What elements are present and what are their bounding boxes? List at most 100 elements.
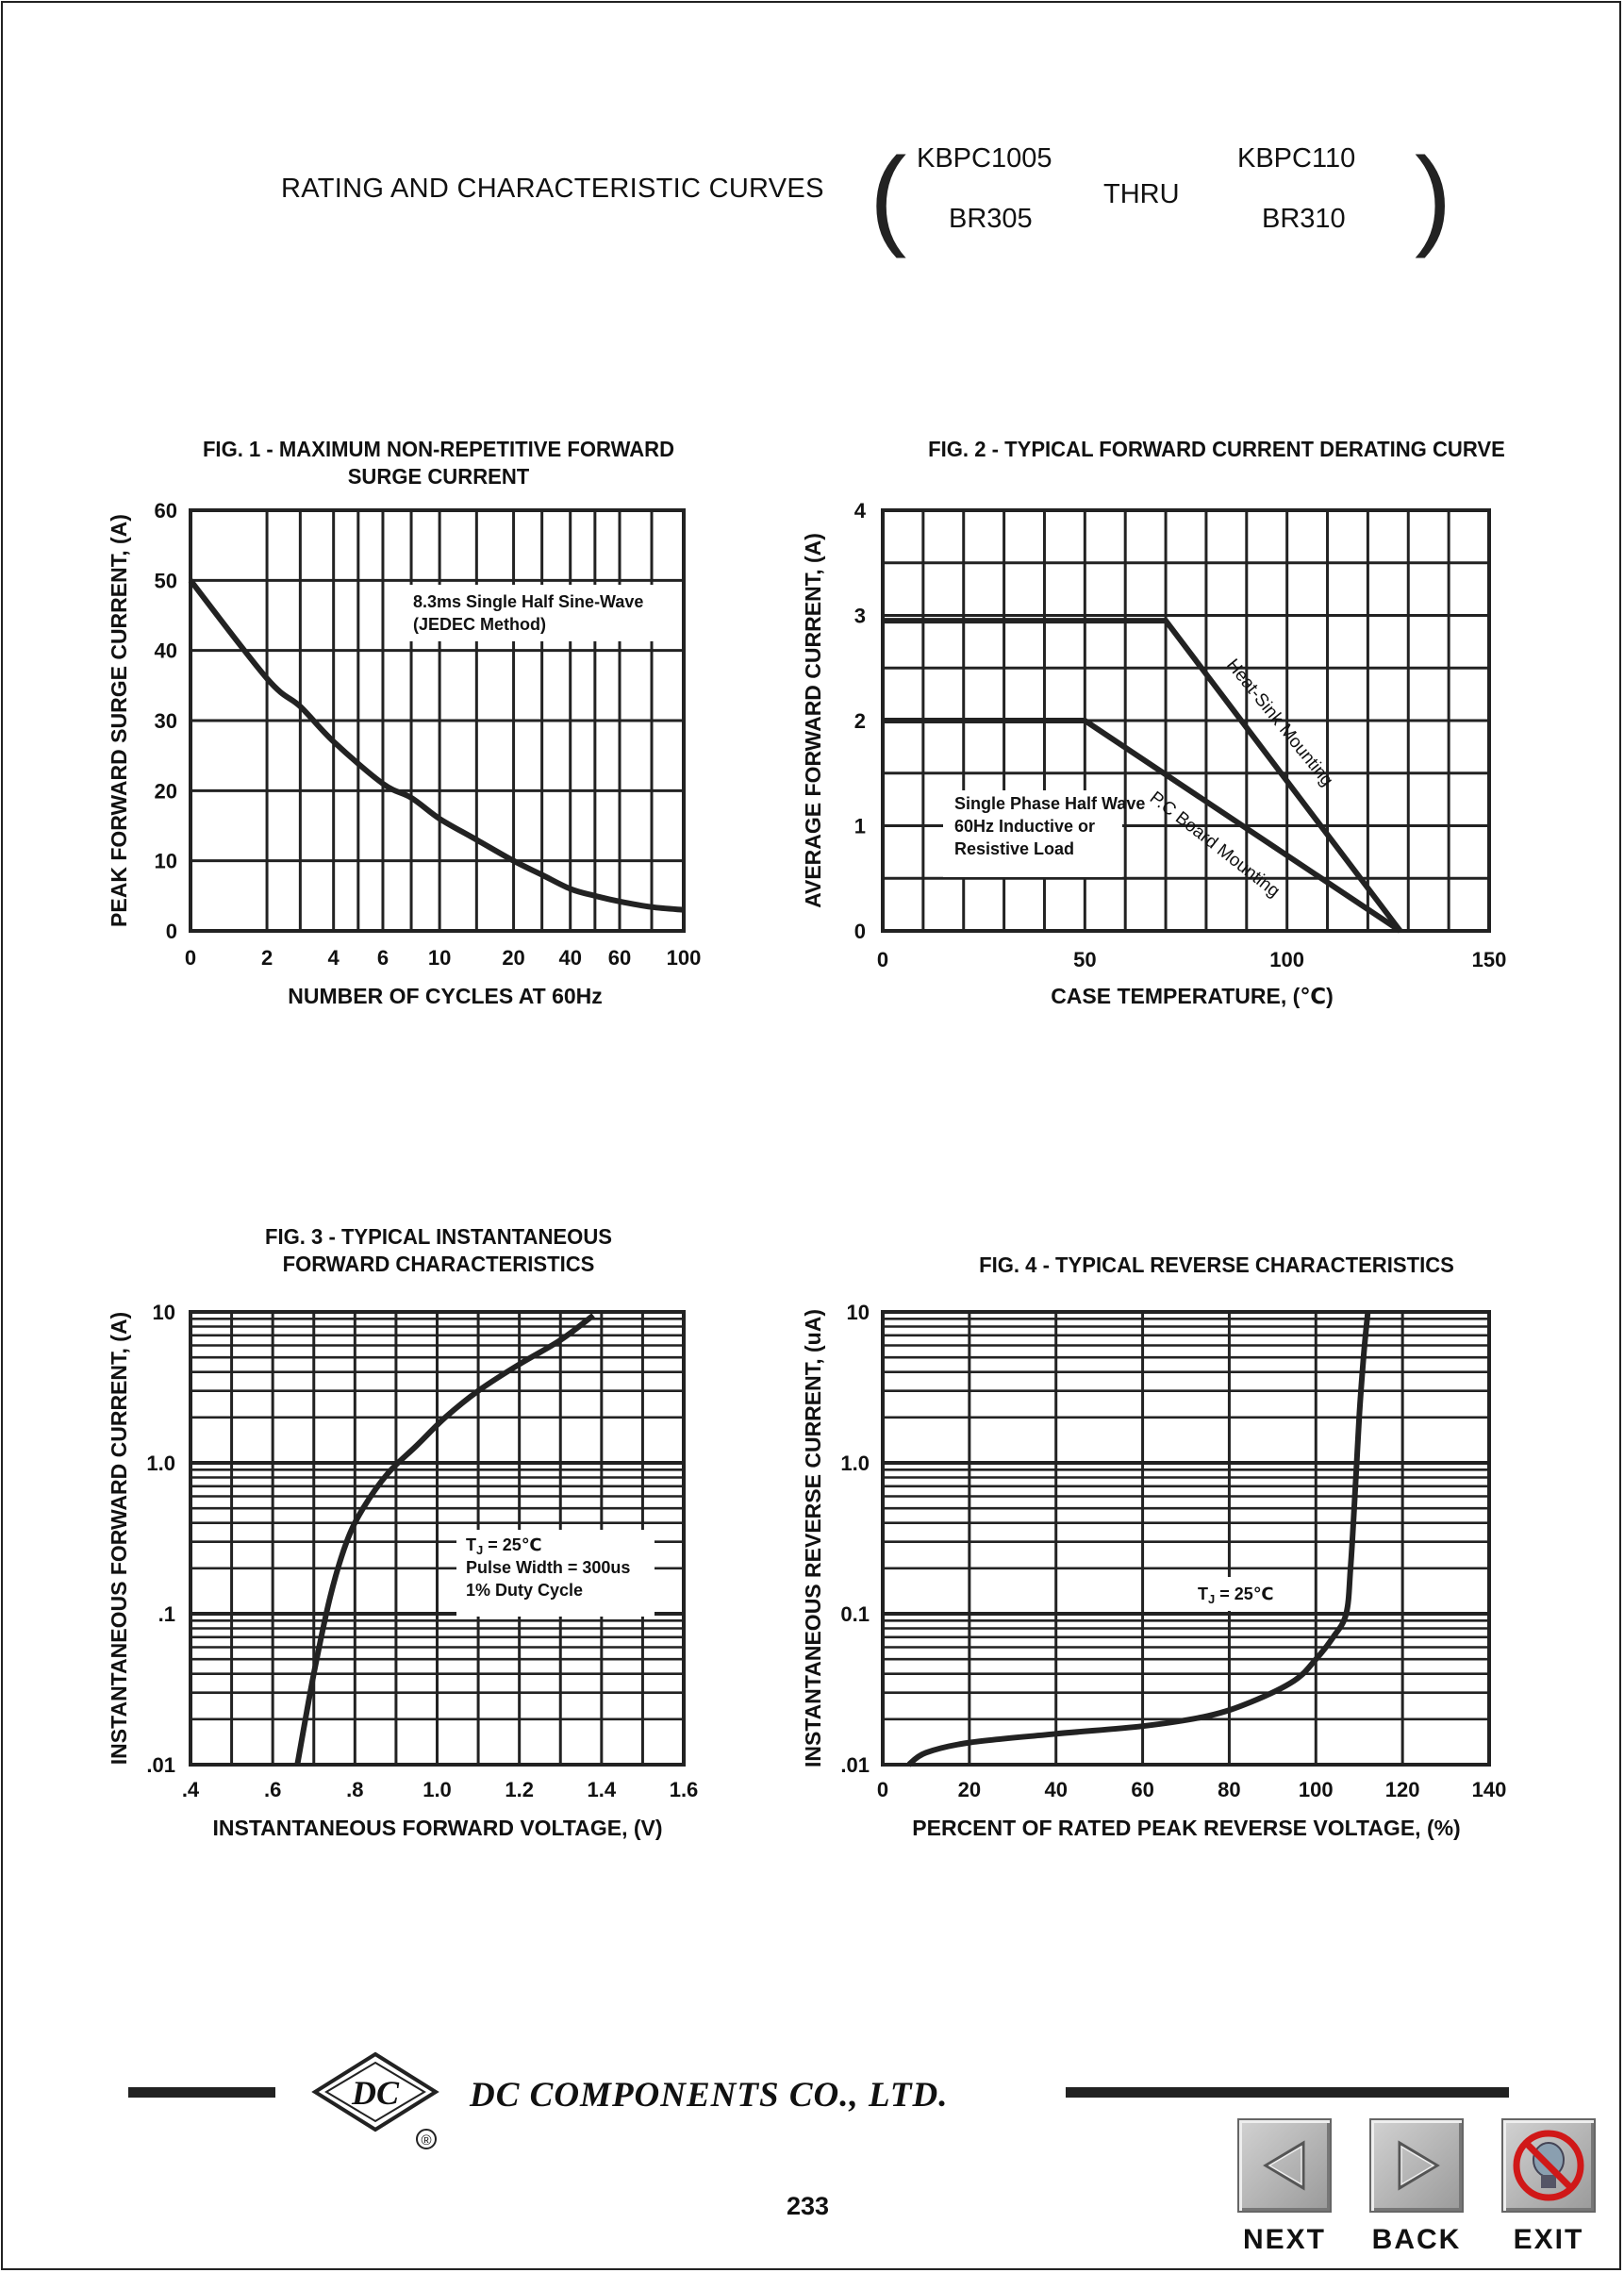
part-number-kbpc1005: KBPC1005 xyxy=(917,143,1052,174)
fig1-xtick-label: 0 xyxy=(185,946,196,970)
page-title: RATING AND CHARACTERISTIC CURVES xyxy=(281,174,824,204)
left-parenthesis: ( xyxy=(870,135,907,259)
back-label[interactable]: BACK xyxy=(1371,2224,1462,2255)
fig1-title: FIG. 1 - MAXIMUM NON-REPETITIVE FORWARD … xyxy=(154,436,724,490)
fig2-ytick-label: 0 xyxy=(854,920,866,943)
fig1-ylabel: PEAK FORWARD SURGE CURRENT, (A) xyxy=(107,514,131,927)
fig4-ytick-label: 10 xyxy=(847,1301,870,1324)
fig2-series-heat-sink xyxy=(883,618,1403,933)
page-number: 233 xyxy=(787,2192,830,2220)
triangle-left-icon xyxy=(1263,2140,1305,2191)
fig4-frame xyxy=(881,1310,1491,1767)
fig2-annotation-line3: Resistive Load xyxy=(954,839,1074,858)
fig1-ytick-label: 0 xyxy=(166,920,177,943)
fig3-xtick-label: 1.0 xyxy=(423,1778,452,1801)
fig4-xtick-label: 140 xyxy=(1472,1778,1507,1801)
fig2-annotation-line2: 60Hz Inductive or xyxy=(954,817,1095,836)
fig1-xtick-label: 60 xyxy=(608,946,631,970)
fig3-annotation-line1: TJ = 25℃ xyxy=(466,1535,542,1557)
fig1-ytick-label: 40 xyxy=(155,639,177,663)
exit-button[interactable] xyxy=(1501,2118,1596,2213)
fig4-xtick-label: 80 xyxy=(1218,1778,1240,1801)
fig4-ytick-label: .01 xyxy=(840,1753,870,1777)
fig1-ytick-label: 30 xyxy=(155,709,177,733)
fig4-xtick-label: 100 xyxy=(1299,1778,1334,1801)
fig3-annotation-line3: 1% Duty Cycle xyxy=(466,1581,583,1600)
part-number-kbpc110: KBPC110 xyxy=(1237,143,1356,174)
fig2-ytick-label: 1 xyxy=(854,815,866,838)
fig3-ytick-label: .1 xyxy=(158,1602,175,1626)
fig1-ytick-label: 20 xyxy=(155,779,177,803)
fig1-xtick-label: 6 xyxy=(377,946,389,970)
fig4-xtick-label: 0 xyxy=(877,1778,888,1801)
fig4-xtick-label: 60 xyxy=(1131,1778,1153,1801)
thru-label: THRU xyxy=(1103,179,1180,209)
footer-rule-right xyxy=(1066,2087,1509,2098)
fig1-series-line xyxy=(188,578,685,913)
fig1-xtick-label: 20 xyxy=(502,946,524,970)
fig2-series-pc-board xyxy=(883,718,1402,934)
fig3-ylabel: INSTANTANEOUS FORWARD CURRENT, (A) xyxy=(107,1312,131,1765)
fig1-xtick-label: 4 xyxy=(328,946,340,970)
back-button[interactable] xyxy=(1369,2118,1464,2213)
fig2-ylabel: AVERAGE FORWARD CURRENT, (A) xyxy=(801,533,825,908)
fig1-xtick-label: 100 xyxy=(667,946,702,970)
fig2-xtick-label: 50 xyxy=(1073,948,1096,971)
fig4-annotation-box xyxy=(1188,1577,1292,1611)
fig2-chart: 0 50 100 150 0 1 2 3 4 Single Phase Half Wave 60… xyxy=(801,499,1506,1008)
fig2-xtick-label: 0 xyxy=(877,948,888,971)
triangle-right-icon xyxy=(1398,2140,1440,2191)
fig1-frame xyxy=(189,508,686,933)
no-entry-icon xyxy=(1513,2130,1584,2201)
fig1-xlabel: NUMBER OF CYCLES AT 60Hz xyxy=(288,984,603,1008)
fig4-chart: 0 20 40 60 80 100 120 140 .01 0.1 1.0 10 TJ = 25℃ P… xyxy=(801,1301,1507,1840)
fig3-title: FIG. 3 - TYPICAL INSTANTANEOUS FORWARD C… xyxy=(154,1223,724,1278)
fig1-ytick-label: 50 xyxy=(155,569,177,592)
fig2-annotation-line1: Single Phase Half Wave xyxy=(954,794,1145,813)
fig4-title: FIG. 4 - TYPICAL REVERSE CHARACTERISTICS xyxy=(979,1253,1454,1277)
next-label[interactable]: NEXT xyxy=(1242,2224,1326,2255)
fig3-xtick-label: 1.6 xyxy=(670,1778,699,1801)
fig3-xtick-label: .4 xyxy=(182,1778,200,1801)
fig4-annotation-line1: TJ = 25℃ xyxy=(1198,1584,1274,1606)
fig4-xtick-label: 40 xyxy=(1044,1778,1067,1801)
fig2-ytick-label: 4 xyxy=(854,499,867,523)
fig4-ytick-label: 1.0 xyxy=(840,1452,870,1475)
registered-mark: ® xyxy=(421,2132,431,2149)
fig3-series-line xyxy=(294,1313,595,1766)
fig1-annotation-box xyxy=(404,585,658,641)
fig3-chart: .4 .6 .8 1.0 1.2 1.4 1.6 .01 .1 1.0 10 TJ = 25℃ Pu… xyxy=(107,1301,699,1840)
fig3-xtick-label: .8 xyxy=(346,1778,363,1801)
company-name: DC COMPONENTS CO., LTD. xyxy=(470,2076,949,2115)
fig4-xtick-label: 120 xyxy=(1385,1778,1420,1801)
fig1-xtick-label: 10 xyxy=(428,946,451,970)
fig1-ytick-label: 10 xyxy=(155,850,177,873)
part-number-br310: BR310 xyxy=(1262,204,1346,234)
company-logo: DC ® xyxy=(311,2051,439,2149)
fig1-annotation-line1: 8.3ms Single Half Sine-Wave xyxy=(413,592,643,611)
fig2-xtick-label: 100 xyxy=(1269,948,1304,971)
fig3-xlabel: INSTANTANEOUS FORWARD VOLTAGE, (V) xyxy=(212,1816,662,1840)
part-number-br305: BR305 xyxy=(949,204,1033,234)
fig1-title-line1: FIG. 1 - MAXIMUM NON-REPETITIVE FORWARD xyxy=(202,437,675,461)
logo-text: DC xyxy=(351,2074,400,2112)
fig2-ytick-label: 3 xyxy=(854,605,866,628)
fig3-xtick-label: 1.4 xyxy=(588,1778,617,1801)
fig3-annotation-box xyxy=(456,1530,655,1617)
fig4-ylabel: INSTANTANEOUS REVERSE CURRENT, (uA) xyxy=(801,1309,825,1767)
footer-rule-left xyxy=(128,2087,275,2098)
next-button[interactable] xyxy=(1237,2118,1332,2213)
fig3-frame xyxy=(189,1310,686,1767)
exit-label[interactable]: EXIT xyxy=(1513,2224,1584,2255)
fig4-xlabel: PERCENT OF RATED PEAK REVERSE VOLTAGE, (… xyxy=(912,1816,1460,1840)
fig1-xtick-label: 40 xyxy=(558,946,581,970)
fig2-ytick-label: 2 xyxy=(854,709,866,733)
fig3-title-line2: FORWARD CHARACTERISTICS xyxy=(282,1251,595,1276)
right-parenthesis: ) xyxy=(1415,135,1452,259)
fig1-xtick-label: 2 xyxy=(261,946,273,970)
fig3-xtick-label: .6 xyxy=(264,1778,281,1801)
fig3-title-line1: FIG. 3 - TYPICAL INSTANTANEOUS xyxy=(264,1224,613,1249)
fig2-title: FIG. 2 - TYPICAL FORWARD CURRENT DERATIN… xyxy=(928,437,1505,461)
fig4-series-line xyxy=(906,1311,1371,1767)
